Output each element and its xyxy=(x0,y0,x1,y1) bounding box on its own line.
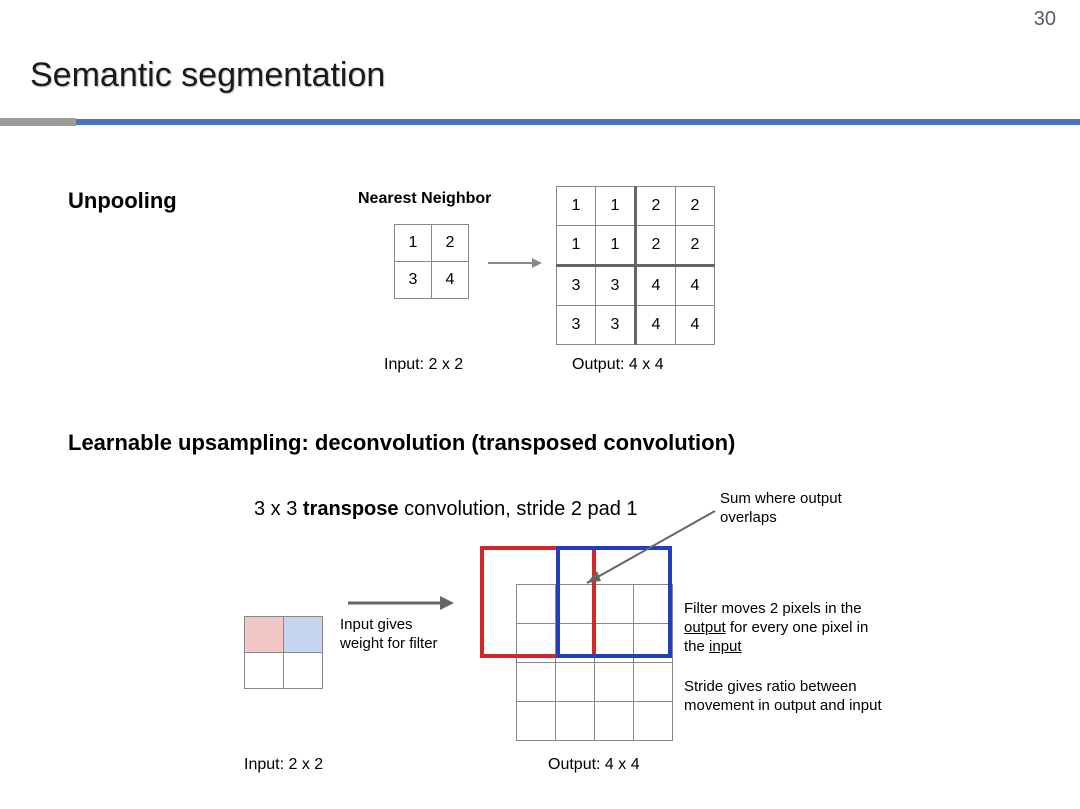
unpool-output-grid: 1 1 2 2 1 1 2 2 3 3 4 4 3 3 4 4 xyxy=(556,186,715,345)
cell xyxy=(517,702,556,741)
title-rule-gray xyxy=(0,118,76,126)
text-underline: input xyxy=(709,638,742,655)
cell xyxy=(284,617,323,653)
cell xyxy=(634,702,673,741)
cell xyxy=(517,663,556,702)
cell: 4 xyxy=(636,266,676,306)
page-number: 30 xyxy=(1034,8,1056,31)
arrow-icon xyxy=(344,594,454,612)
cell xyxy=(284,653,323,689)
cell xyxy=(556,702,595,741)
cell xyxy=(595,663,634,702)
text-underline: output xyxy=(684,619,726,636)
cell xyxy=(556,624,595,663)
cell: 3 xyxy=(596,306,636,345)
deconv-output-grid xyxy=(516,584,673,741)
cell: 2 xyxy=(432,225,469,262)
text: 3 x 3 xyxy=(254,498,303,520)
filter-note: Input gives weight for filter xyxy=(340,616,450,654)
cell: 4 xyxy=(676,266,715,306)
unpool-output-caption: Output: 4 x 4 xyxy=(572,356,664,374)
deconv-input-grid xyxy=(244,616,323,689)
cell: 2 xyxy=(676,187,715,226)
cell: 3 xyxy=(596,266,636,306)
cell: 1 xyxy=(557,226,596,266)
cell: 4 xyxy=(636,306,676,345)
cell: 1 xyxy=(596,226,636,266)
cell xyxy=(556,663,595,702)
cell xyxy=(595,624,634,663)
cell xyxy=(517,624,556,663)
sum-note: Sum where output overlaps xyxy=(720,490,880,528)
cell xyxy=(595,702,634,741)
text: Filter moves 2 pixels in the xyxy=(684,600,862,617)
cell: 4 xyxy=(676,306,715,345)
arrow-icon xyxy=(575,505,725,595)
cell: 2 xyxy=(636,187,676,226)
cell: 3 xyxy=(557,266,596,306)
nearest-neighbor-label: Nearest Neighbor xyxy=(358,190,491,208)
unpool-input-grid: 1 2 3 4 xyxy=(394,224,469,299)
deconv-output-caption: Output: 4 x 4 xyxy=(548,756,640,774)
unpool-input-caption: Input: 2 x 2 xyxy=(384,356,463,374)
cell: 2 xyxy=(676,226,715,266)
deconv-input-caption: Input: 2 x 2 xyxy=(244,756,323,774)
cell: 1 xyxy=(596,187,636,226)
move-note: Filter moves 2 pixels in the output for … xyxy=(684,600,874,656)
cell xyxy=(245,653,284,689)
cell: 1 xyxy=(557,187,596,226)
stride-note: Stride gives ratio between movement in o… xyxy=(684,678,884,716)
cell: 4 xyxy=(432,262,469,299)
cell: 3 xyxy=(557,306,596,345)
unpooling-heading: Unpooling xyxy=(68,188,177,214)
cell xyxy=(634,624,673,663)
title-rule-blue xyxy=(76,119,1080,125)
deconv-heading: Learnable upsampling: deconvolution (tra… xyxy=(68,430,735,456)
cell xyxy=(634,663,673,702)
cell xyxy=(245,617,284,653)
cell: 3 xyxy=(395,262,432,299)
slide-title: Semantic segmentation xyxy=(30,56,385,95)
cell: 2 xyxy=(636,226,676,266)
cell: 1 xyxy=(395,225,432,262)
cell xyxy=(517,585,556,624)
arrow-icon xyxy=(486,256,542,270)
text-bold: transpose xyxy=(303,498,399,520)
